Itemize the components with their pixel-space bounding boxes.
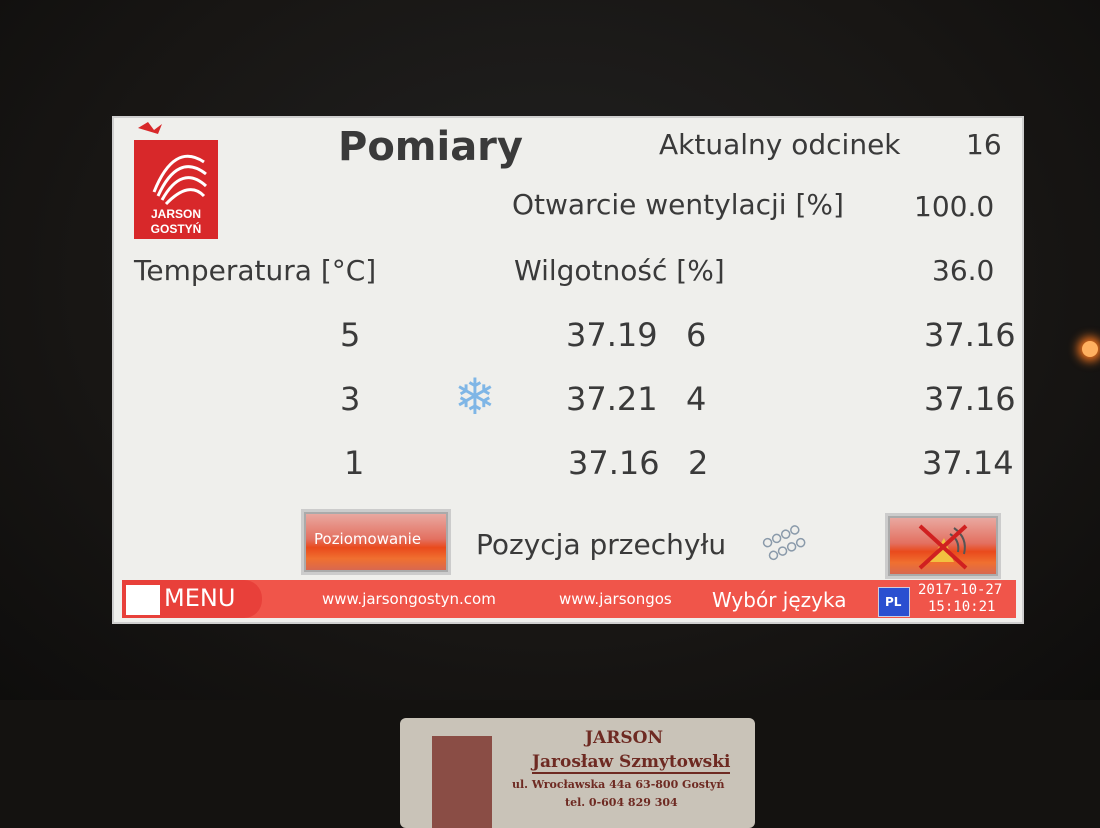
sensor-id: 2	[688, 444, 709, 482]
temperature-label: Temperatura [°C]	[134, 254, 377, 287]
sensor-id: 1	[344, 444, 365, 482]
website-link-2[interactable]: www.jarsongos	[559, 590, 672, 608]
manufacturer-plate: JARSON Jarosław Szmytowski ul. Wrocławsk…	[400, 718, 755, 828]
sensor-id: 6	[686, 316, 707, 354]
sensor-value: 37.16	[924, 316, 1016, 354]
ventilation-label: Otwarcie wentylacji [%]	[512, 188, 844, 221]
egg-tray-icon[interactable]	[759, 518, 821, 564]
snowflake-icon: ❄	[454, 368, 496, 426]
language-select[interactable]: Wybór języka	[712, 588, 847, 612]
sensor-id: 4	[686, 380, 707, 418]
sensor-value: 37.19	[566, 316, 658, 354]
sensor-value: 37.14	[922, 444, 1014, 482]
status-led	[1082, 341, 1098, 357]
website-link[interactable]: www.jarsongostyn.com	[322, 590, 496, 608]
plate-line: JARSON	[585, 728, 663, 748]
sensor-id: 5	[340, 316, 361, 354]
language-flag-pl[interactable]: PL	[878, 587, 910, 617]
sensor-value: 37.16	[568, 444, 660, 482]
footer-bar: MENU www.jarsongostyn.com www.jarsongos …	[122, 580, 1016, 618]
plate-line: Jarosław Szmytowski	[532, 752, 731, 774]
tilt-label: Pozycja przechyłu	[476, 528, 727, 561]
humidity-value: 36.0	[932, 254, 995, 287]
svg-text:GOSTYŃ: GOSTYŃ	[151, 221, 202, 236]
jarson-mini-logo	[126, 585, 160, 615]
segment-label: Aktualny odcinek	[659, 128, 901, 161]
segment-value: 16	[966, 128, 1002, 161]
plate-line: tel. 0-604 829 304	[565, 796, 678, 809]
sensor-id: 3	[340, 380, 361, 418]
lang-code: PL	[885, 595, 902, 609]
alarm-mute-button[interactable]	[888, 516, 998, 576]
menu-label: MENU	[164, 584, 236, 612]
hmi-screen: JARSON GOSTYŃ Pomiary Aktualny odcinek 1…	[112, 116, 1024, 624]
jarson-logo: JARSON GOSTYŃ	[134, 122, 218, 239]
ventilation-value: 100.0	[914, 190, 995, 223]
menu-button[interactable]: MENU	[122, 580, 262, 618]
leveling-button-label: Poziomowanie	[314, 530, 422, 548]
date: 2017-10-27	[918, 582, 1003, 598]
page-title: Pomiary	[338, 124, 523, 170]
sensor-value: 37.16	[924, 380, 1016, 418]
humidity-label: Wilgotność [%]	[514, 254, 725, 287]
alarm-muted-icon	[918, 524, 968, 570]
time: 15:10:21	[928, 599, 996, 615]
plate-line: ul. Wrocławska 44a 63-800 Gostyń	[512, 778, 725, 791]
leveling-button[interactable]: Poziomowanie	[304, 512, 448, 572]
sensor-value: 37.21	[566, 380, 658, 418]
plate-logo	[432, 736, 492, 828]
svg-text:JARSON: JARSON	[151, 207, 201, 221]
